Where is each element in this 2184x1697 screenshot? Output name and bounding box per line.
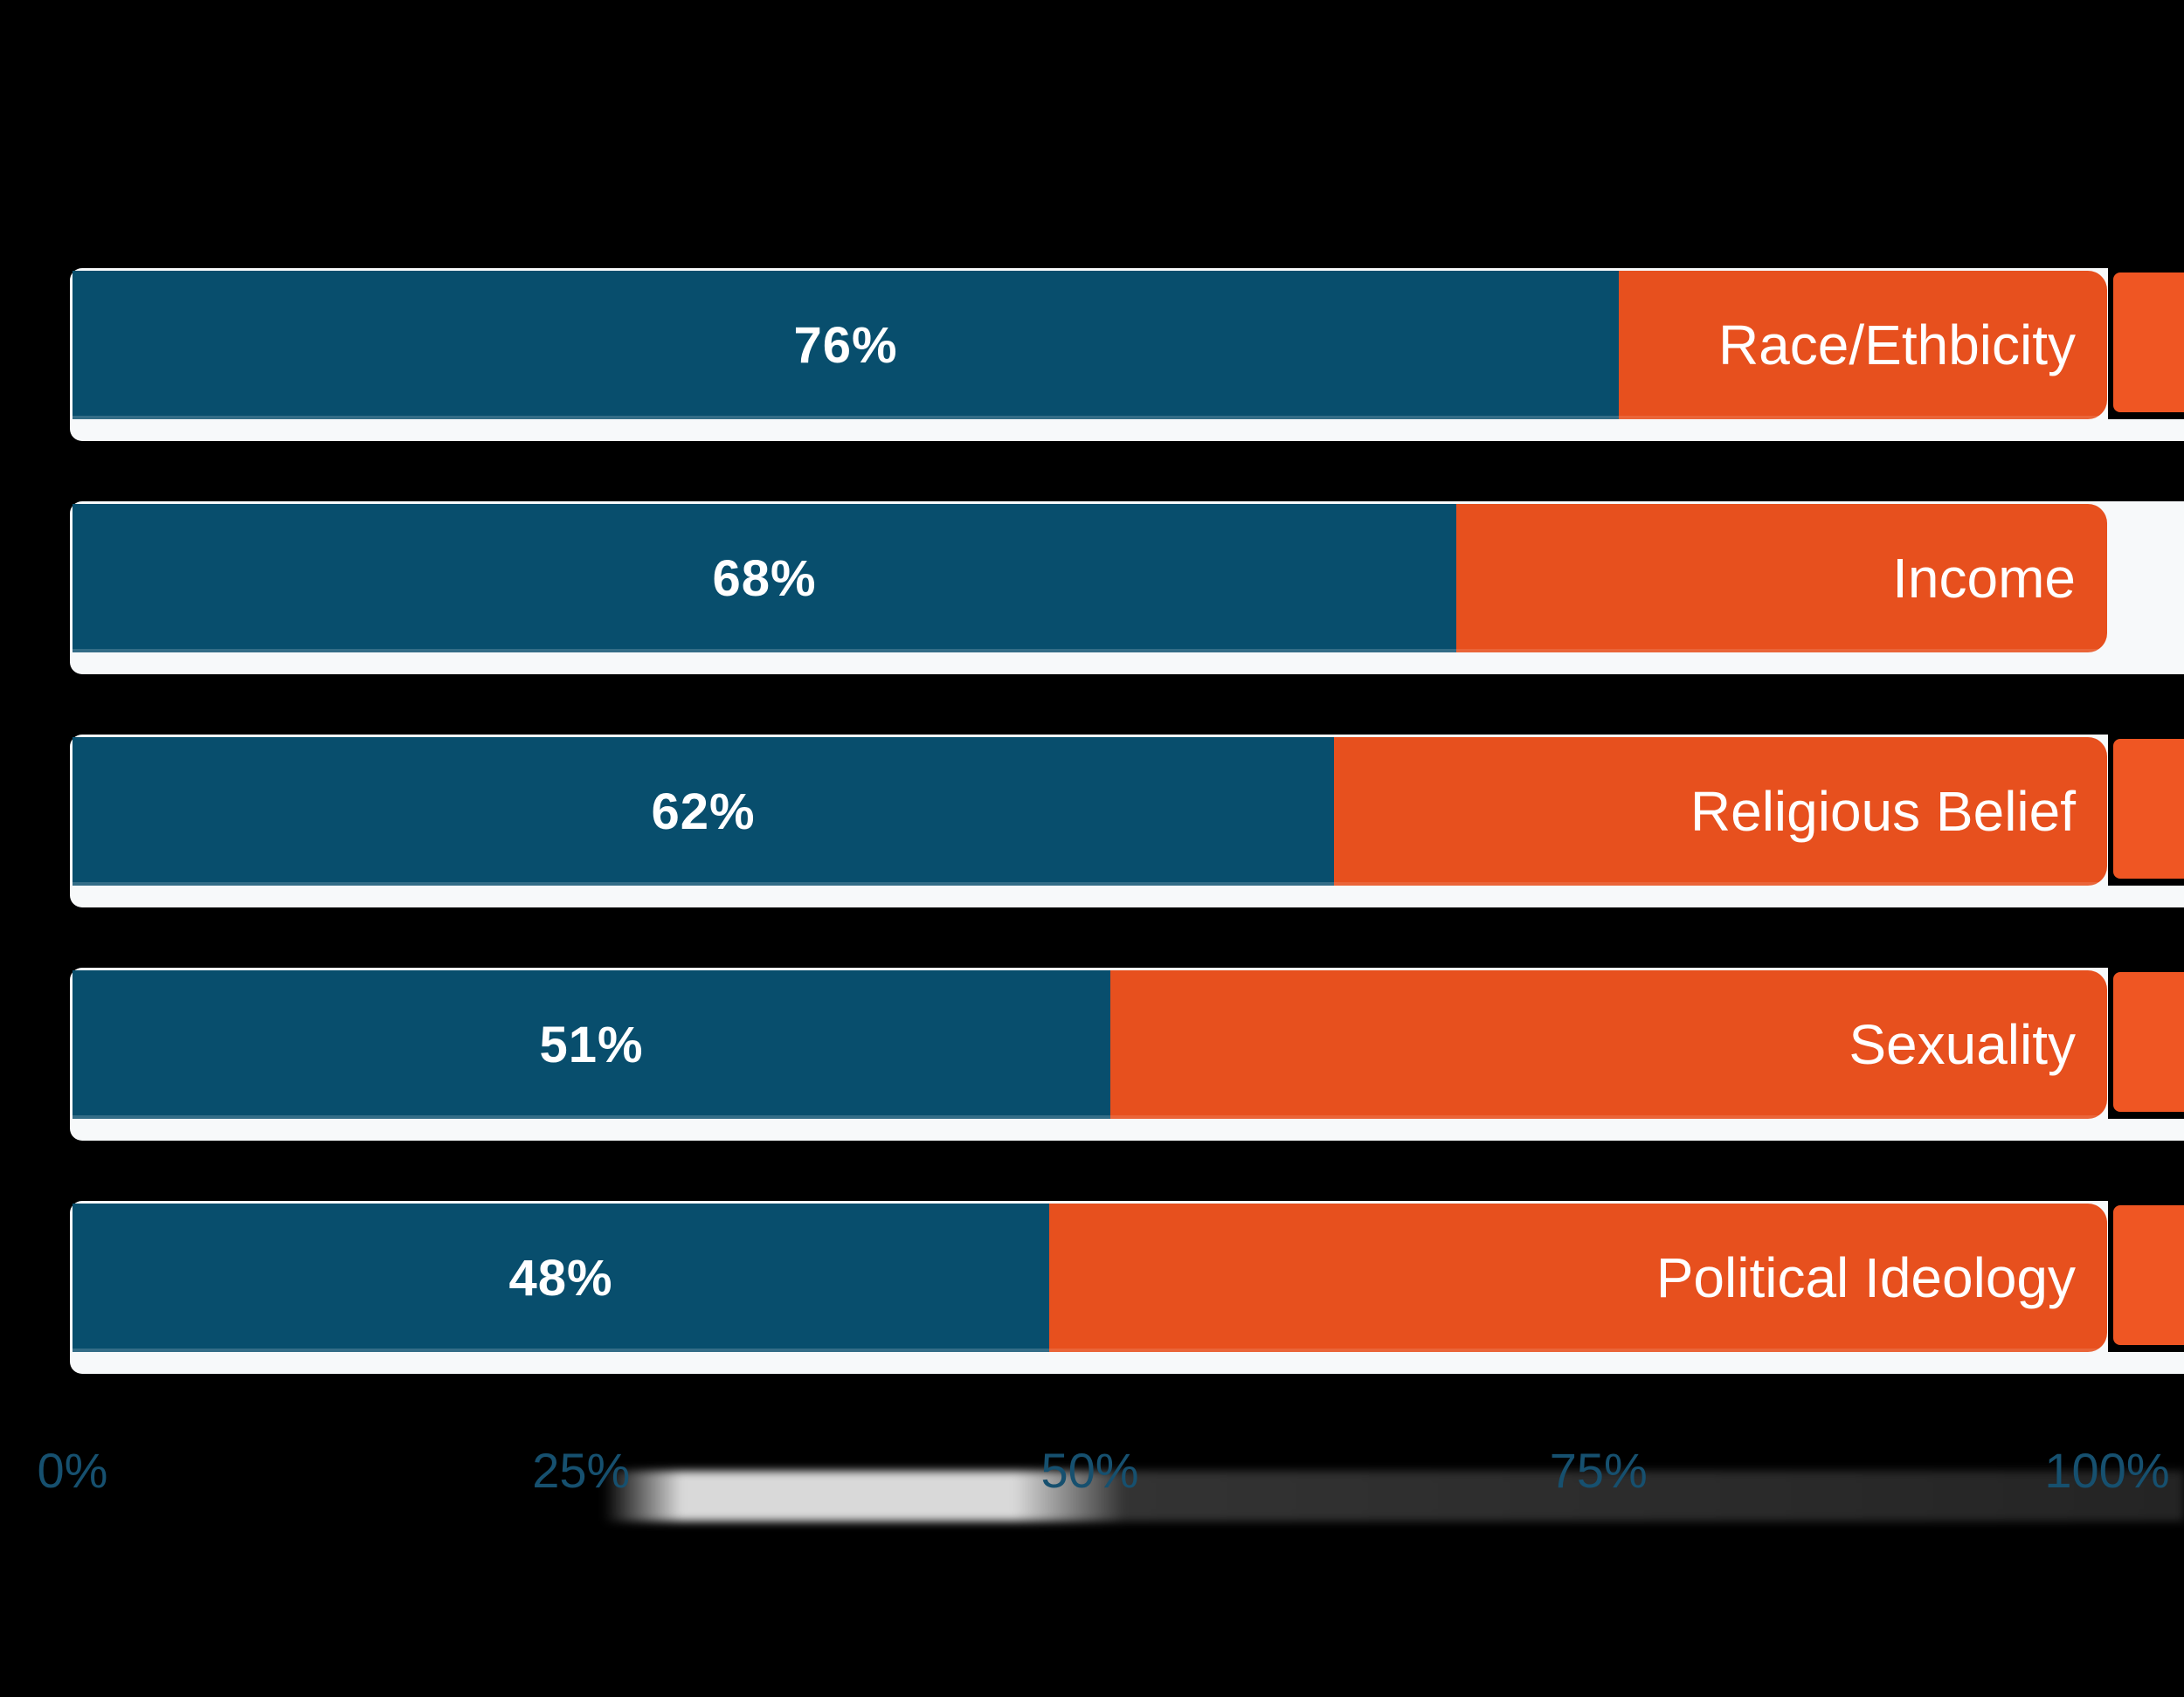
bar-segment-blue: 51% [73, 970, 1110, 1119]
bar-value-label: 48% [508, 1249, 613, 1307]
bar-category-label: Income [1892, 547, 2076, 610]
bar-segment-blue: 48% [73, 1204, 1049, 1352]
bar-segment-blue: 62% [73, 737, 1334, 886]
bar-value-label: 76% [793, 316, 898, 374]
axis-tick-label: 0% [37, 1443, 108, 1498]
axis-tick-label: 50% [1040, 1443, 1139, 1498]
stacked-bar: 62% Religious Belief [73, 737, 2107, 886]
bar-edge-block [2113, 272, 2184, 412]
bar-edge-block [2113, 972, 2184, 1112]
bar-value-label: 51% [539, 1016, 644, 1073]
bar-segment-orange: Political Ideology [1049, 1204, 2107, 1352]
bar-segment-blue: 76% [73, 271, 1619, 419]
bar-category-label: Sexuality [1849, 1013, 2076, 1076]
bar-category-label: Political Ideology [1655, 1246, 2076, 1309]
bar-category-label: Religious Belief [1690, 780, 2076, 843]
bar-value-label: 68% [712, 549, 817, 607]
stacked-bar: 76% Race/Ethbicity [73, 271, 2107, 419]
bar-segment-orange: Income [1456, 504, 2107, 652]
bar-edge-block [2113, 1205, 2184, 1345]
stacked-bar: 51% Sexuality [73, 970, 2107, 1119]
bar-category-label: Race/Ethbicity [1717, 314, 2076, 376]
axis-tick-label: 75% [1549, 1443, 1648, 1498]
bar-segment-orange: Race/Ethbicity [1619, 271, 2107, 419]
bar-segment-blue: 68% [73, 504, 1456, 652]
axis-tick-label: 100% [2044, 1443, 2170, 1498]
stacked-bar: 68% Income [73, 504, 2107, 652]
bar-value-label: 62% [651, 783, 756, 840]
bar-edge-block [2113, 739, 2184, 879]
bar-segment-orange: Sexuality [1110, 970, 2107, 1119]
stacked-bar: 48% Political Ideology [73, 1204, 2107, 1352]
axis-tick-label: 25% [532, 1443, 631, 1498]
axis-glow-band [603, 1471, 2184, 1521]
bar-segment-orange: Religious Belief [1334, 737, 2107, 886]
